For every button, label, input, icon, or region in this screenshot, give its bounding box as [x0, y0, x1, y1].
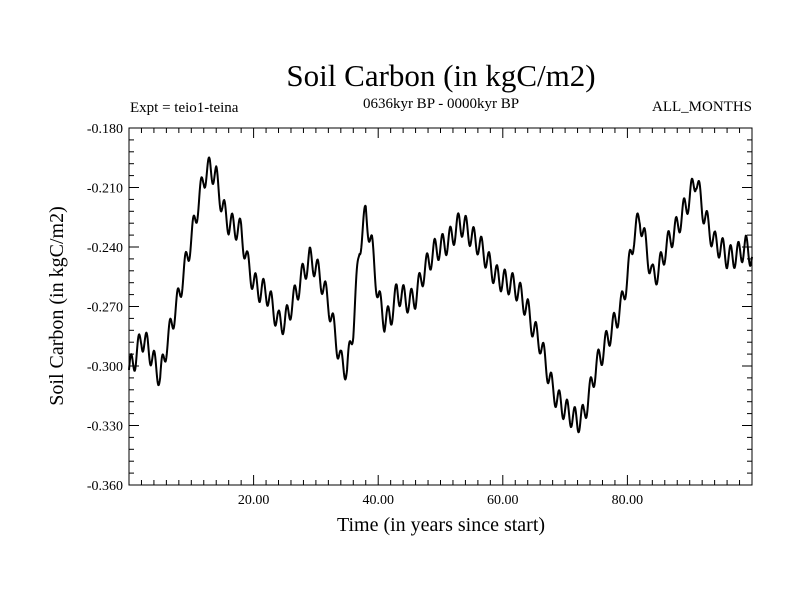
y-tick-label: -0.240 [87, 241, 123, 256]
x-axis-label: Time (in years since start) [337, 514, 545, 536]
x-tick-label: 60.00 [487, 493, 519, 508]
months-label: ALL_MONTHS [652, 99, 752, 115]
x-axis-ticks: 20.00 40.00 60.00 80.00 [128, 128, 753, 508]
y-axis-ticks: -0.360 -0.330 -0.300 -0.270 -0.240 -0.210 -0.1… [87, 122, 752, 494]
y-tick-label: -0.210 [87, 182, 123, 197]
y-tick-label: -0.300 [87, 360, 123, 375]
y-tick-label: -0.330 [87, 420, 123, 435]
y-tick-label: -0.360 [87, 479, 123, 494]
chart-subtitle: 0636kyr BP - 0000kyr BP [363, 96, 519, 112]
x-tick-label: 80.00 [612, 493, 644, 508]
y-tick-label: -0.270 [87, 301, 123, 316]
experiment-label: Expt = teio1-teina [130, 100, 239, 116]
y-tick-label: -0.180 [87, 122, 123, 137]
chart-title: Soil Carbon (in kgC/m2) [286, 58, 595, 93]
x-tick-label: 40.00 [362, 493, 394, 508]
y-axis-label: Soil Carbon (in kgC/m2) [46, 206, 68, 405]
x-tick-label: 20.00 [238, 493, 270, 508]
soil-carbon-series-line [128, 156, 753, 434]
plot-frame [128, 127, 753, 486]
